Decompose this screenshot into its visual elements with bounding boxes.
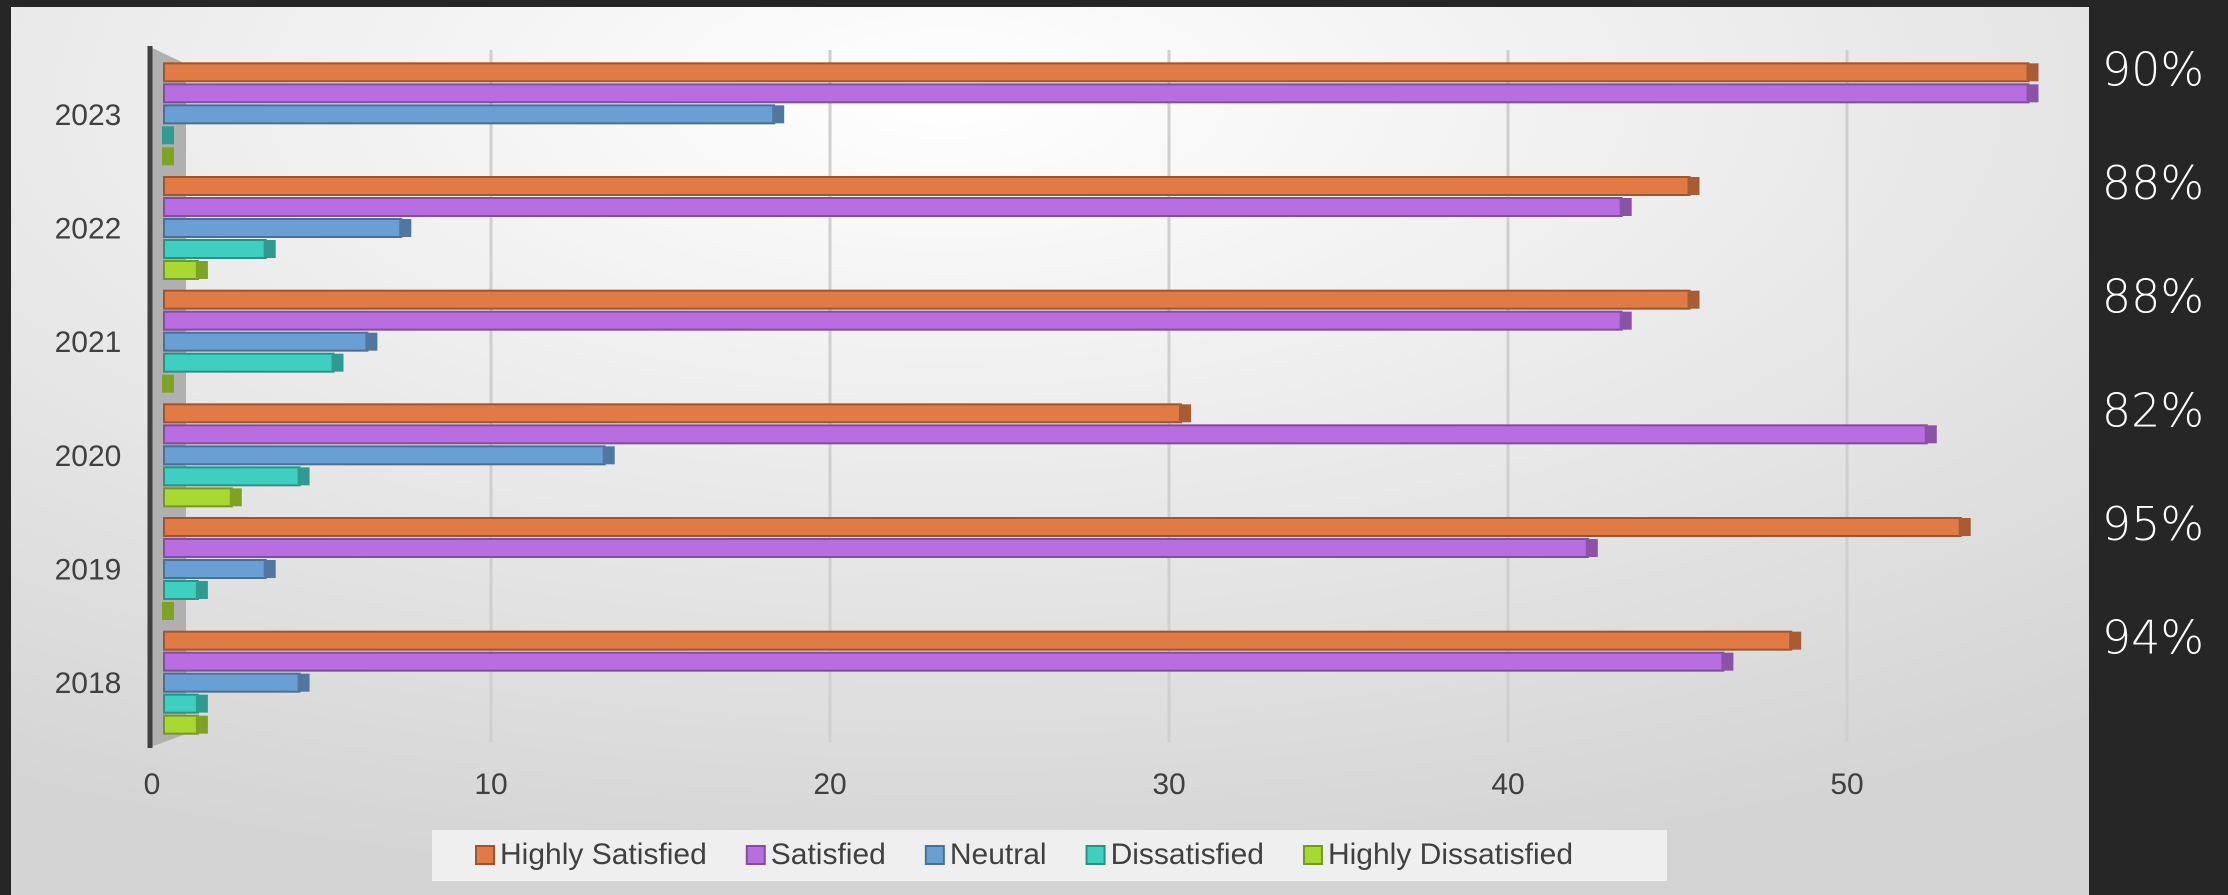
x-tick-label: 40: [1491, 768, 1524, 801]
bar: [163, 289, 1691, 310]
legend-label: Highly Satisfied: [500, 838, 707, 871]
bar: [163, 487, 233, 508]
bar: [163, 331, 369, 352]
bar-end: [263, 560, 276, 578]
bar: [163, 580, 199, 600]
bar: [163, 239, 267, 259]
bar-end: [195, 261, 208, 279]
annotation: 88%: [2102, 270, 2204, 324]
x-tick-label: 20: [813, 768, 846, 801]
legend-swatch: [1302, 845, 1323, 865]
category-label: 2020: [55, 440, 122, 473]
bar-end: [1687, 177, 1700, 195]
bar-end: [297, 673, 310, 692]
bar-end: [195, 715, 208, 734]
x-tick-label: 50: [1830, 768, 1863, 801]
bar: [163, 403, 1182, 424]
bar: [163, 538, 1589, 558]
bar-end: [195, 581, 208, 599]
category-label: 2018: [55, 667, 122, 700]
bar: [163, 104, 776, 125]
bar-end: [263, 240, 276, 258]
bar-end: [229, 488, 242, 507]
legend-label: Satisfied: [771, 838, 886, 871]
bar: [163, 630, 1793, 651]
bar-end: [162, 147, 174, 166]
bar-end: [772, 105, 785, 124]
category-label: 2019: [55, 553, 122, 586]
category-label: 2023: [55, 99, 122, 132]
bar-end: [1179, 404, 1191, 423]
bar-end: [162, 602, 174, 620]
bar: [163, 693, 199, 714]
bar: [163, 559, 267, 579]
bar: [163, 310, 1623, 331]
bar: [163, 466, 301, 487]
bar-end: [1721, 652, 1734, 671]
bar: [163, 176, 1691, 196]
bar: [163, 197, 1623, 217]
bar: [163, 62, 2030, 83]
bar-end: [1924, 425, 1937, 444]
bar-end: [1958, 518, 1971, 536]
bar-end: [162, 374, 174, 393]
bar-end: [331, 353, 344, 372]
bar-end: [1687, 290, 1700, 309]
annotation: 90%: [2102, 42, 2204, 96]
bar-end: [2026, 63, 2039, 82]
bar: [163, 672, 301, 693]
bar: [163, 714, 199, 735]
legend-swatch: [1085, 845, 1106, 865]
legend-box: [432, 830, 1667, 881]
legend-swatch: [924, 845, 945, 865]
x-tick-label: 10: [474, 768, 507, 801]
legend-label: Neutral: [950, 838, 1047, 871]
bar-end: [1619, 198, 1632, 216]
category-label: 2021: [55, 326, 122, 359]
legend-label: Highly Dissatisfied: [1328, 838, 1573, 871]
legend-swatch: [745, 845, 766, 865]
bar: [163, 260, 199, 280]
legend-label: Dissatisfied: [1111, 838, 1264, 871]
bar-end: [2026, 84, 2039, 103]
bar-end: [297, 467, 310, 486]
bar: [163, 83, 2030, 104]
annotation: 88%: [2102, 156, 2204, 210]
bar: [163, 352, 335, 373]
bar-end: [162, 126, 174, 145]
bar-end: [1585, 539, 1598, 557]
annotation: 94%: [2102, 611, 2204, 665]
bar-end: [602, 446, 615, 465]
bar: [163, 218, 403, 238]
legend-swatch: [475, 845, 495, 865]
x-tick-label: 0: [144, 768, 161, 801]
bar: [163, 651, 1725, 672]
category-label: 2022: [55, 212, 122, 245]
annotation: 95%: [2102, 497, 2204, 551]
x-tick-label: 30: [1152, 768, 1185, 801]
bar-end: [1789, 631, 1802, 650]
bar: [163, 424, 1928, 445]
bar-end: [195, 694, 208, 713]
bar-end: [1619, 311, 1632, 330]
bar-end: [365, 332, 378, 351]
bar: [163, 445, 606, 466]
annotation: 82%: [2102, 383, 2204, 437]
bar-end: [399, 219, 412, 237]
bar: [163, 517, 1962, 537]
